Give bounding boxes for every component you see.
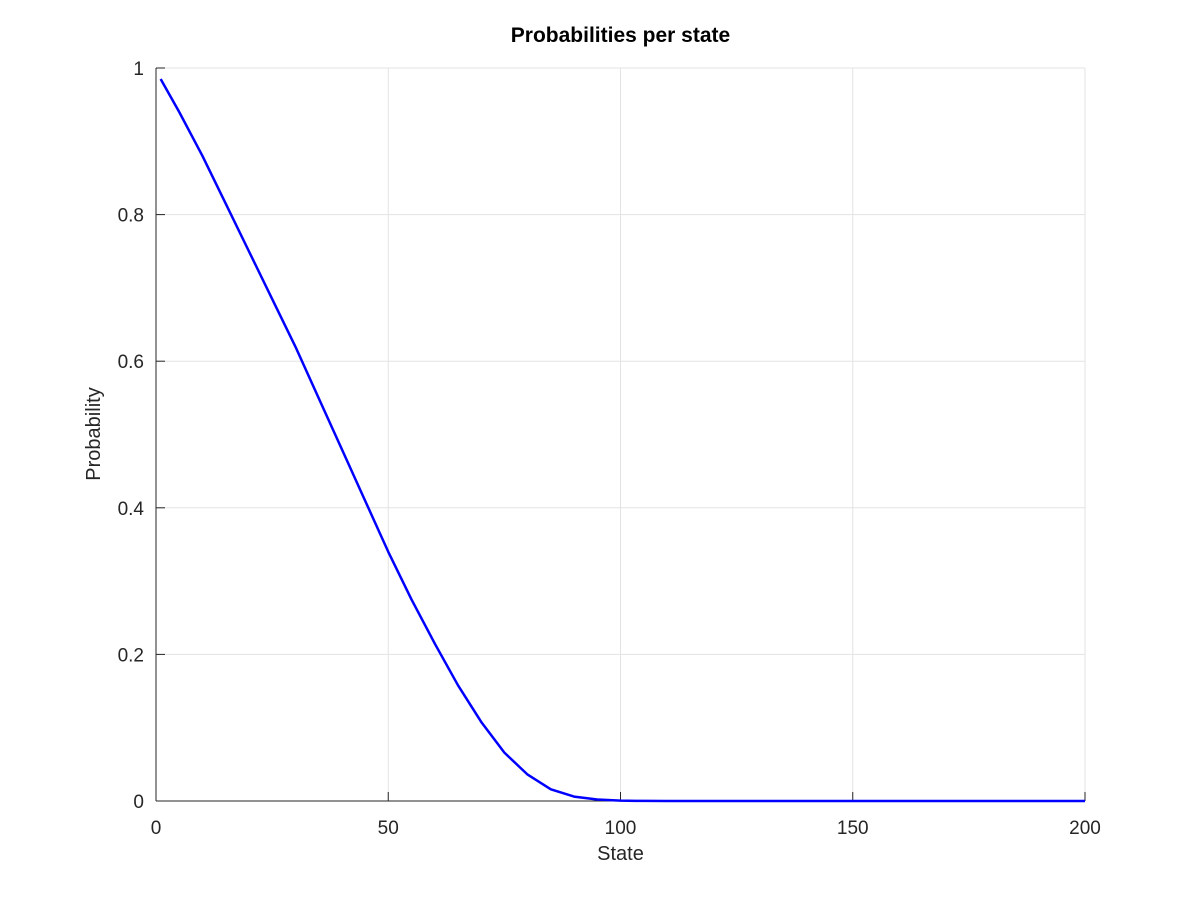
y-axis-label: Probability <box>83 387 105 480</box>
y-tick-label-5: 1 <box>133 59 144 80</box>
y-tick-label-2: 0.4 <box>118 499 145 520</box>
x-tick-label-1: 50 <box>378 818 399 839</box>
y-tick-label-4: 0.8 <box>118 206 144 227</box>
grid <box>155 67 1086 802</box>
series <box>159 78 1085 803</box>
x-tick-label-4: 200 <box>1069 818 1101 839</box>
x-tick-label-3: 150 <box>837 818 869 839</box>
series-line-0 <box>159 78 1085 803</box>
tick-labels: 0 50 100 150 200 0 0.2 0.4 0.6 0.8 1 <box>118 59 1101 839</box>
y-tick-label-1: 0.2 <box>118 645 144 666</box>
x-axis-label: State <box>597 843 644 865</box>
y-tick-label-0: 0 <box>133 792 144 813</box>
x-tick-label-0: 0 <box>151 818 162 839</box>
x-tick-label-2: 100 <box>605 818 637 839</box>
y-tick-label-3: 0.6 <box>118 352 144 373</box>
chart-title: Probabilities per state <box>511 24 730 47</box>
